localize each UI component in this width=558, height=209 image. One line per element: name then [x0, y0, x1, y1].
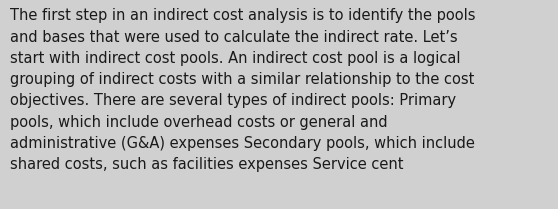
Text: The first step in an indirect cost analysis is to identify the pools
and bases t: The first step in an indirect cost analy…: [10, 8, 475, 172]
